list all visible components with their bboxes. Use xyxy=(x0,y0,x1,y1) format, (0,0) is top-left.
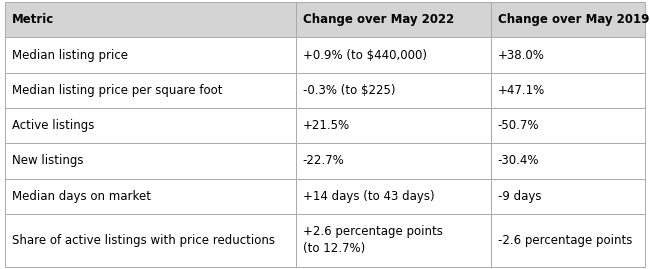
Bar xyxy=(296,214,491,267)
Bar xyxy=(5,73,296,108)
Bar xyxy=(5,2,296,37)
Text: Share of active listings with price reductions: Share of active listings with price redu… xyxy=(12,234,275,247)
Bar xyxy=(491,108,645,143)
Bar xyxy=(296,179,491,214)
Bar xyxy=(491,37,645,73)
Bar xyxy=(491,2,645,37)
Bar xyxy=(296,73,491,108)
Bar xyxy=(5,143,296,179)
Bar xyxy=(5,108,296,143)
Text: Median listing price: Median listing price xyxy=(12,49,127,62)
Text: Metric: Metric xyxy=(12,13,54,26)
Bar xyxy=(5,214,296,267)
Bar xyxy=(491,214,645,267)
Text: +2.6 percentage points
(to 12.7%): +2.6 percentage points (to 12.7%) xyxy=(303,225,443,255)
Text: +21.5%: +21.5% xyxy=(303,119,350,132)
Text: -0.3% (to $225): -0.3% (to $225) xyxy=(303,84,395,97)
Text: +14 days (to 43 days): +14 days (to 43 days) xyxy=(303,190,434,203)
Text: -30.4%: -30.4% xyxy=(498,154,540,168)
Bar xyxy=(491,143,645,179)
Text: -2.6 percentage points: -2.6 percentage points xyxy=(498,234,632,247)
Text: Median days on market: Median days on market xyxy=(12,190,151,203)
Text: Median listing price per square foot: Median listing price per square foot xyxy=(12,84,222,97)
Text: +38.0%: +38.0% xyxy=(498,49,545,62)
Text: -9 days: -9 days xyxy=(498,190,541,203)
Bar xyxy=(491,73,645,108)
Bar xyxy=(296,2,491,37)
Bar xyxy=(296,37,491,73)
Text: New listings: New listings xyxy=(12,154,83,168)
Bar xyxy=(5,37,296,73)
Text: Change over May 2019: Change over May 2019 xyxy=(498,13,649,26)
Text: Change over May 2022: Change over May 2022 xyxy=(303,13,454,26)
Text: -50.7%: -50.7% xyxy=(498,119,540,132)
Bar xyxy=(5,179,296,214)
Text: +0.9% (to $440,000): +0.9% (to $440,000) xyxy=(303,49,426,62)
Text: -22.7%: -22.7% xyxy=(303,154,345,168)
Bar xyxy=(296,108,491,143)
Bar xyxy=(491,179,645,214)
Text: Active listings: Active listings xyxy=(12,119,94,132)
Text: +47.1%: +47.1% xyxy=(498,84,545,97)
Bar xyxy=(296,143,491,179)
